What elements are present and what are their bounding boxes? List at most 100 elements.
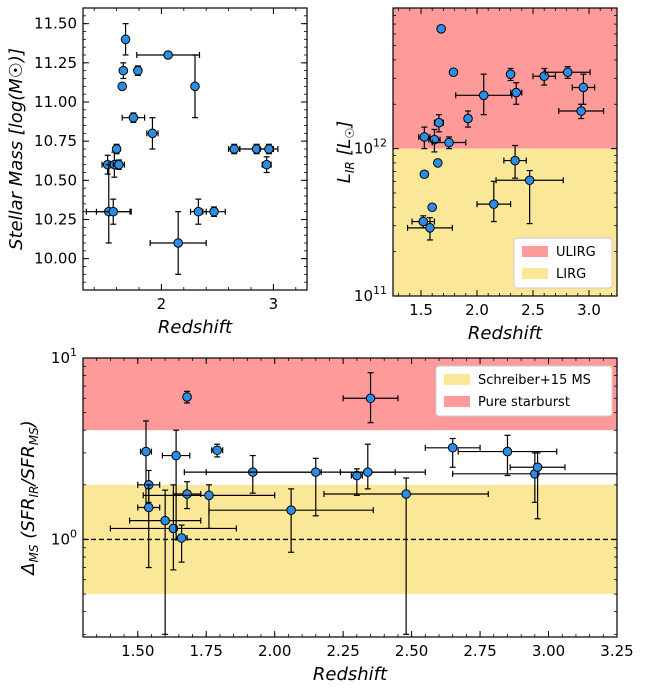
data-point [457,434,558,477]
y-tick-label: 10.50 [34,171,77,189]
data-point [136,50,201,60]
data-point [424,437,481,468]
y-tick-label: 10.75 [34,132,77,150]
data-point [111,143,122,155]
y-tick-label: 100 [51,527,77,548]
legend-label: LIRG [556,267,586,282]
marker [133,65,143,76]
data-point [161,429,191,541]
data-point [433,158,443,168]
y-axis-label: LIR [L☉] [334,121,357,184]
data-point [455,73,513,116]
marker [143,502,154,513]
data-point [137,484,161,569]
data-point [495,169,564,225]
x-tick-label: 1.75 [190,642,223,660]
data-point [448,67,459,78]
x-tick-label: 3 [269,295,279,313]
marker [176,533,187,543]
marker [209,206,219,217]
marker [212,445,222,456]
panel-1: 2 3 10.00 10.25 10.50 10.75 11.00 11.25 11.50 Red… [6,7,308,338]
marker [193,206,204,217]
x-tick-label: 2.25 [326,642,359,660]
y-axis-label: ΔMS (SFRIR/SFRMS) [18,420,41,577]
data-point [202,206,226,217]
data-point [433,114,444,133]
legend-swatch [522,246,548,257]
data-point [558,103,605,120]
x-tick-label: 2.75 [463,642,496,660]
data-point [190,54,200,119]
data-point [128,489,202,635]
data-point [532,67,557,86]
data-point [406,217,453,241]
x-tick-label: 3.00 [532,642,565,660]
legend-swatch [444,374,470,385]
y-tick-label: 11.00 [34,93,77,111]
data-point [350,468,363,496]
marker [108,206,119,217]
marker [562,67,573,78]
marker [120,34,131,45]
marker [261,159,272,170]
marker [117,81,127,92]
data-point [261,156,272,174]
data-point [342,372,399,424]
legend: ULIRG LIRG [513,237,613,289]
data-point [463,110,473,128]
data-point [121,112,146,123]
data-point [436,24,446,34]
data-point [476,180,512,223]
data-point [427,202,438,213]
marker [310,467,321,477]
marker [524,175,535,186]
data-point [505,67,516,82]
marker [171,450,181,461]
x-tick-label: 1.5 [409,301,433,319]
marker [444,137,454,148]
data-point [211,443,224,458]
marker [532,462,543,473]
data-point [323,477,489,635]
marker [264,144,274,154]
marker [190,81,200,92]
marker [128,112,139,123]
panel-2: 1.5 2.0 2.5 3.0 1011 1012 Redshift LIR [L☉] ULIR… [334,7,618,344]
marker [114,159,124,170]
marker [111,144,122,154]
data-point [208,488,374,553]
marker [204,490,214,501]
marker [182,392,192,402]
data-point [95,198,131,225]
data-point [228,143,241,155]
marker [510,155,520,166]
legend-swatch [444,396,470,407]
y-tick-label: 1012 [354,137,387,158]
marker [363,467,373,477]
data-point [142,484,276,530]
x-tick-label: 2.00 [258,642,291,660]
marker [182,489,192,499]
data-point [571,73,596,105]
x-axis-label: Redshift [158,317,233,338]
marker [578,82,589,93]
axes-frame [392,7,618,297]
axes-frame [82,357,618,638]
x-tick-label: 3.0 [577,301,601,319]
data-point [431,136,467,150]
x-tick-label: 3.25 [600,642,633,660]
marker [478,90,489,101]
marker [118,65,129,76]
marker [576,106,586,116]
marker [419,169,430,180]
legend-swatch [522,268,548,279]
marker [365,393,376,404]
y-tick-label: 1011 [354,284,387,305]
y-tick-label: 11.50 [34,15,77,33]
marker [286,505,296,515]
data-point [509,452,566,520]
marker [463,113,473,124]
y-tick-label: 10.25 [34,211,77,229]
